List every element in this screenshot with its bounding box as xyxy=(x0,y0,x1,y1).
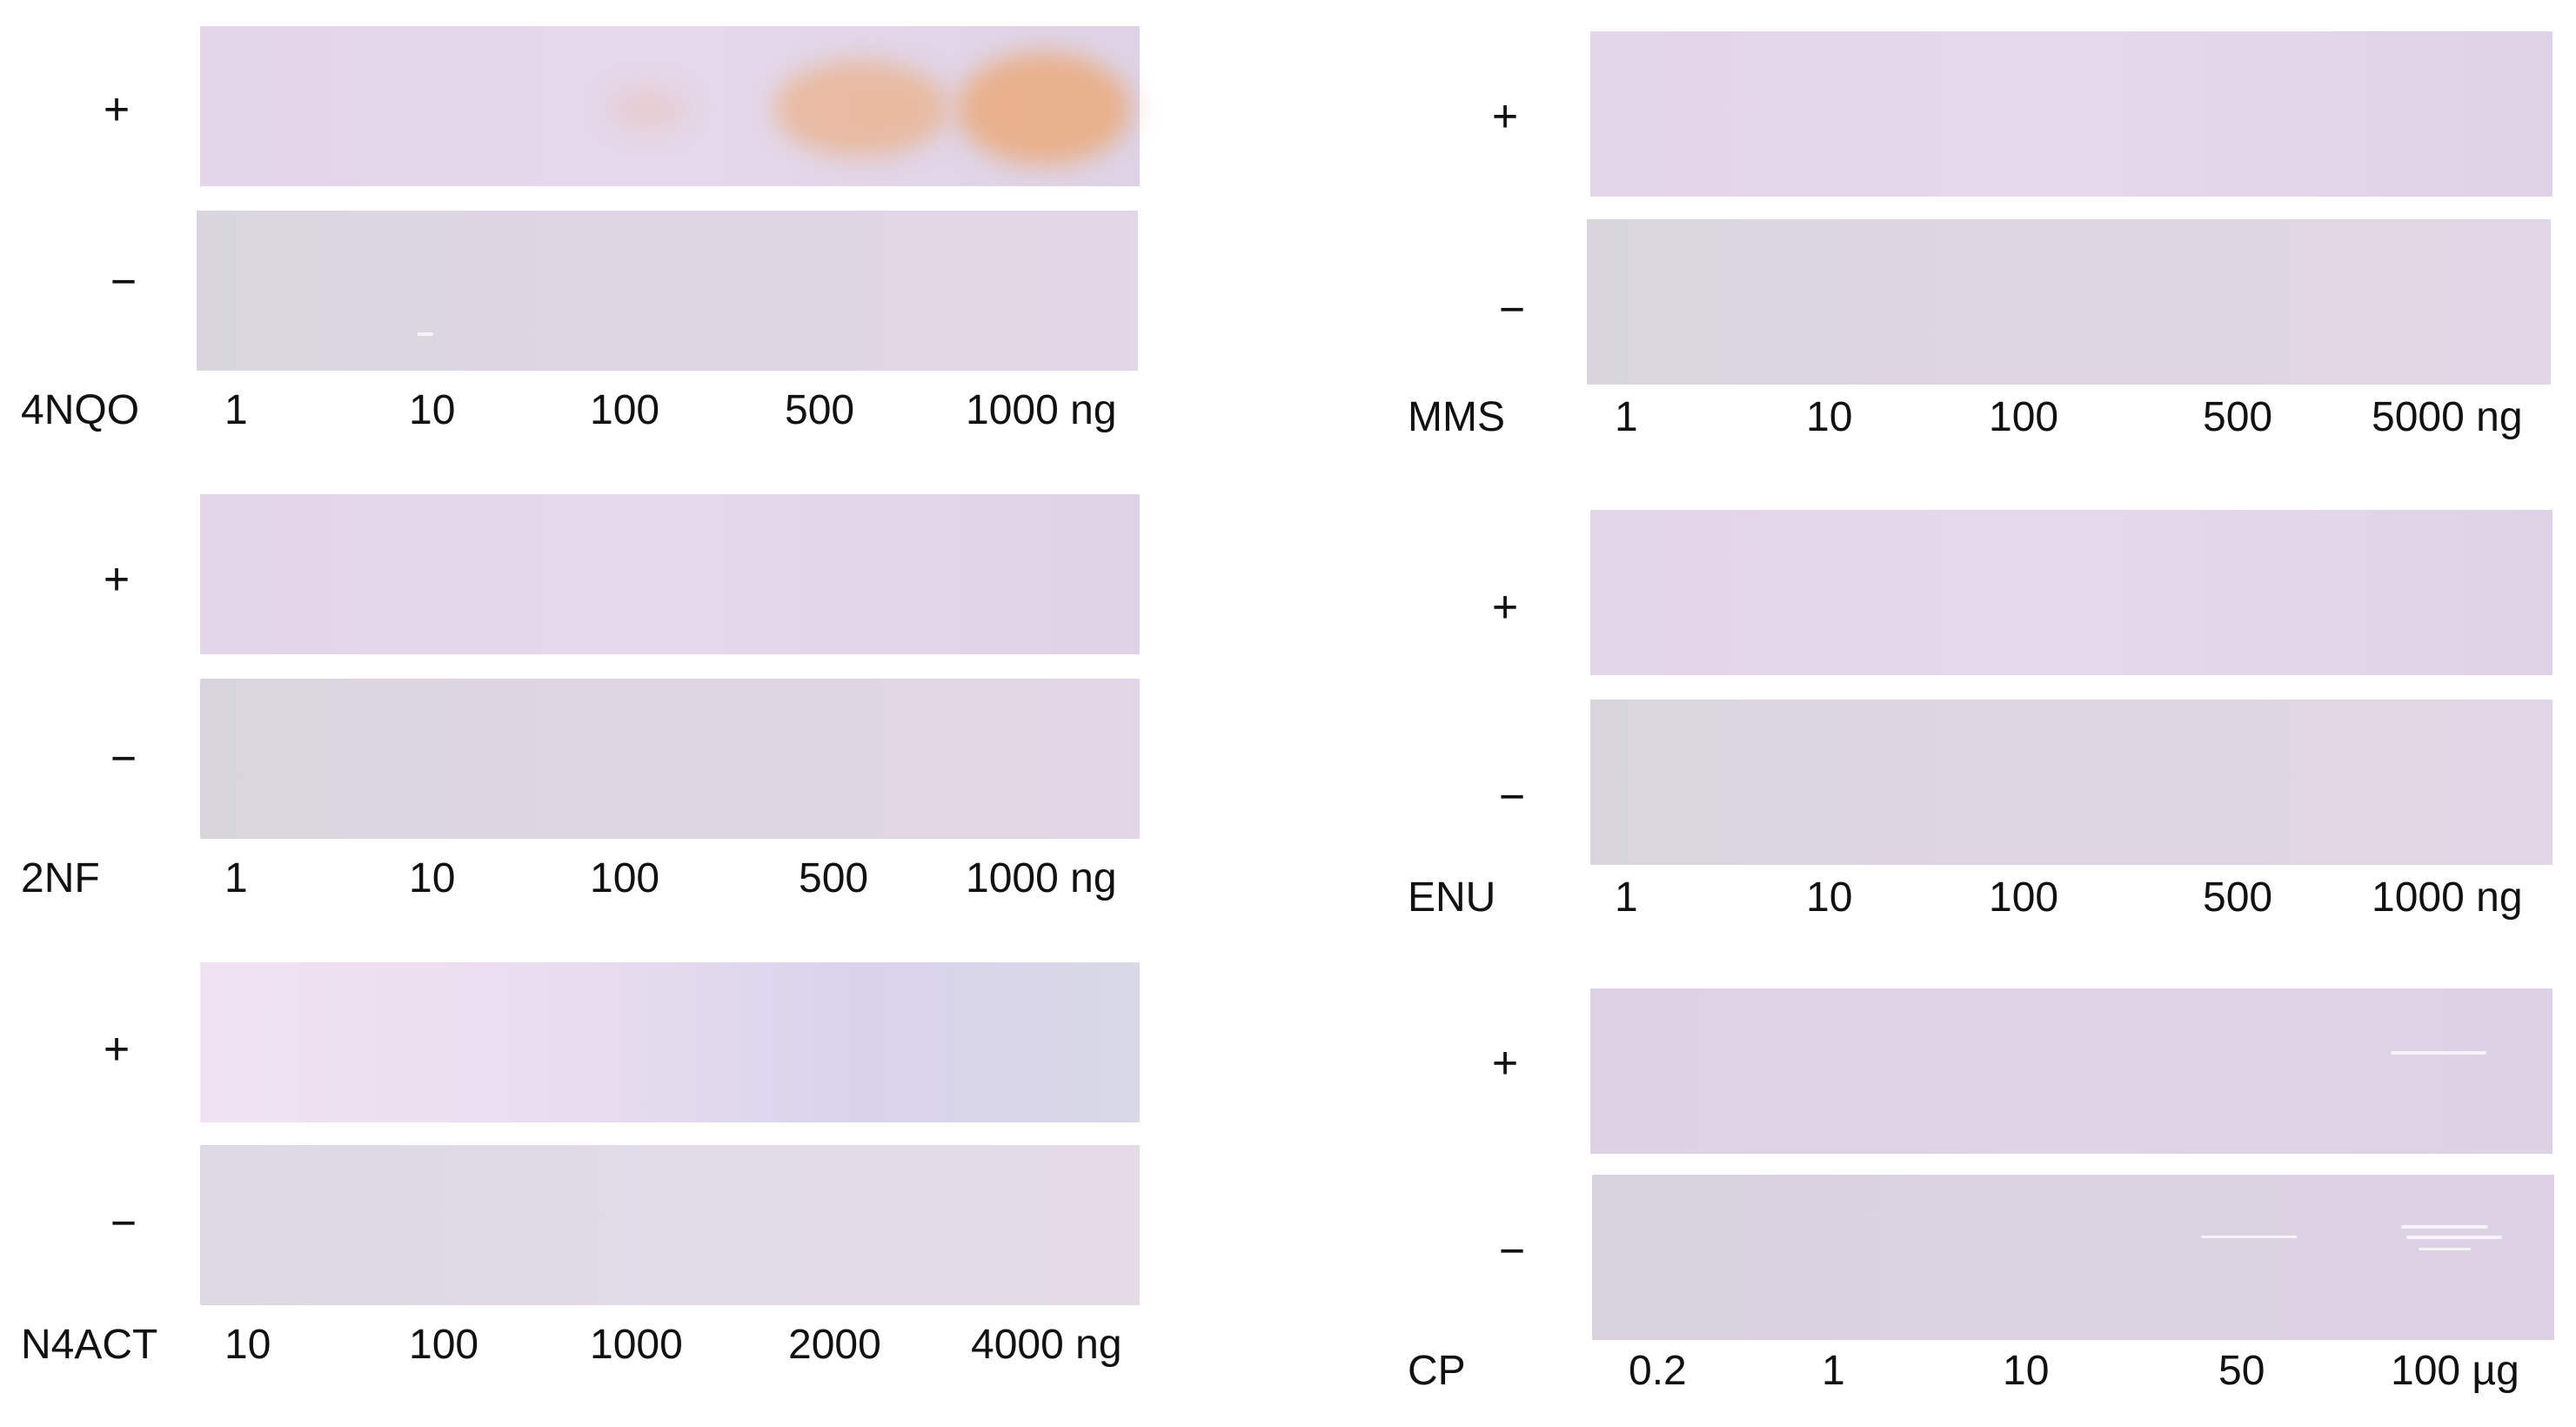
dose-label: 50 xyxy=(2218,1348,2265,1394)
dose-label: 1 xyxy=(1822,1348,1845,1394)
plus-strip xyxy=(200,494,1140,654)
plus-strip xyxy=(200,962,1140,1122)
minus-strip xyxy=(200,679,1140,839)
dose-label: 100 xyxy=(1989,874,2059,921)
dose-label: 5000 ng xyxy=(2372,394,2523,440)
response-spot xyxy=(774,61,948,157)
compound-label: ENU xyxy=(1408,874,1496,921)
dose-label: 1 xyxy=(224,855,248,901)
minus-sign: − xyxy=(1498,772,1526,822)
plus-strip xyxy=(1590,31,2553,197)
dose-label: 500 xyxy=(785,387,855,433)
dose-label: 1000 ng xyxy=(966,387,1117,433)
minus-sign: − xyxy=(1498,285,1526,335)
dose-label: 10 xyxy=(224,1322,271,1368)
bubble-artifact xyxy=(2201,1236,2297,1238)
dose-label: 100 µg xyxy=(2391,1348,2519,1394)
dose-label: 1 xyxy=(1615,874,1638,921)
dose-label: 500 xyxy=(2203,874,2273,921)
compound-label: 2NF xyxy=(21,855,100,901)
plus-strip xyxy=(1590,988,2553,1154)
plus-sign: + xyxy=(103,1024,130,1075)
minus-strip xyxy=(1592,1175,2554,1340)
bubble-artifact xyxy=(2391,1051,2486,1055)
dose-label: 1000 ng xyxy=(966,855,1117,901)
plus-sign: + xyxy=(1491,1038,1519,1089)
compound-label: 4NQO xyxy=(21,387,140,433)
plus-sign: + xyxy=(103,84,130,135)
minus-sign: − xyxy=(1498,1226,1526,1276)
minus-strip xyxy=(200,1145,1140,1305)
response-spot xyxy=(957,52,1131,165)
dose-label: 4000 ng xyxy=(971,1322,1122,1368)
minus-sign: − xyxy=(110,734,137,784)
dose-label: 10 xyxy=(409,855,456,901)
dose-label: 500 xyxy=(799,855,869,901)
plus-sign: + xyxy=(1491,582,1519,633)
dose-label: 10 xyxy=(1806,874,1853,921)
dose-label: 100 xyxy=(590,855,660,901)
compound-label: N4ACT xyxy=(21,1322,158,1368)
bubble-artifact xyxy=(2419,1248,2471,1250)
dose-label: 2000 xyxy=(788,1322,881,1368)
minus-sign: − xyxy=(110,257,137,307)
plus-sign: + xyxy=(103,554,130,605)
minus-sign: − xyxy=(110,1198,137,1249)
bubble-artifact xyxy=(2406,1236,2502,1239)
dose-label: 10 xyxy=(1806,394,1853,440)
dose-label: 1 xyxy=(224,387,248,433)
dose-label: 500 xyxy=(2203,394,2273,440)
minus-strip xyxy=(1590,700,2553,865)
dose-label: 100 xyxy=(590,387,660,433)
compound-label: CP xyxy=(1408,1348,1466,1394)
plus-sign: + xyxy=(1491,91,1519,142)
compound-label: MMS xyxy=(1408,394,1505,440)
dose-label: 0.2 xyxy=(1629,1348,1687,1394)
minus-strip xyxy=(1587,219,2551,385)
plus-strip xyxy=(200,26,1140,186)
dose-label: 10 xyxy=(2003,1348,2050,1394)
dose-label: 1000 ng xyxy=(2372,874,2523,921)
dose-label: 10 xyxy=(409,387,456,433)
dose-label: 1000 xyxy=(590,1322,683,1368)
dose-label: 100 xyxy=(409,1322,479,1368)
minus-strip xyxy=(197,211,1138,371)
dose-label: 100 xyxy=(1989,394,2059,440)
bubble-artifact xyxy=(2401,1225,2488,1229)
bubble-artifact xyxy=(418,332,433,336)
response-spot xyxy=(609,87,687,131)
dose-label: 1 xyxy=(1615,394,1638,440)
plus-strip xyxy=(1590,510,2553,675)
